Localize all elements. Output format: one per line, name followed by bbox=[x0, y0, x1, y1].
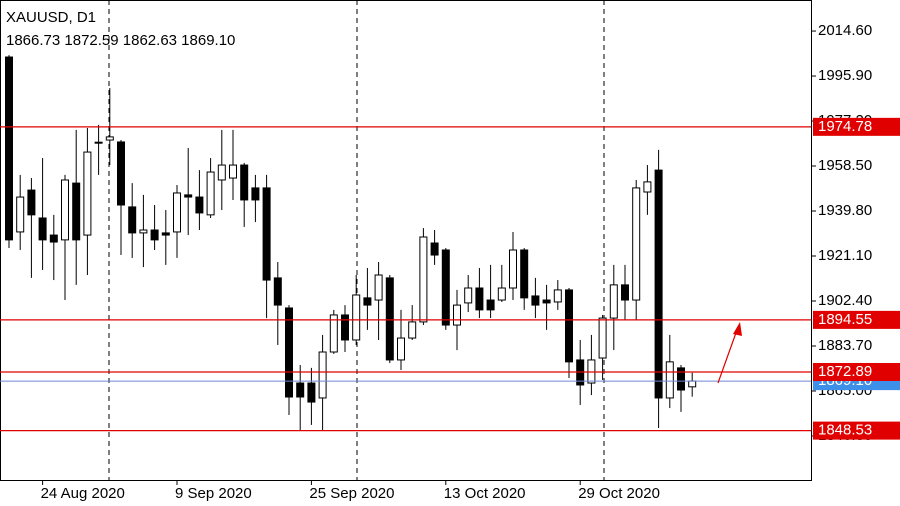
candle-body bbox=[251, 187, 260, 201]
candle-body bbox=[61, 179, 69, 241]
candle-body bbox=[296, 382, 305, 398]
arrow-head bbox=[733, 322, 742, 336]
candle-body bbox=[117, 141, 125, 206]
candle-body bbox=[206, 171, 215, 216]
y-tick-label: 1921.10 bbox=[818, 247, 872, 264]
candle-body bbox=[441, 249, 450, 326]
level-label: 1872.89 bbox=[818, 363, 872, 380]
ohlc-readout: 1866.73 1872.59 1862.63 1869.10 bbox=[6, 32, 235, 49]
candle-body bbox=[273, 277, 282, 306]
x-tick-label: 9 Sep 2020 bbox=[175, 485, 252, 502]
candle-body bbox=[531, 295, 540, 306]
y-tick-label: 2014.60 bbox=[818, 22, 872, 39]
candle-body bbox=[105, 136, 114, 141]
candle-body bbox=[161, 232, 170, 236]
level-tag bbox=[813, 117, 900, 136]
candle-body bbox=[542, 299, 551, 304]
candle-body bbox=[72, 182, 81, 241]
period-separators bbox=[108, 0, 605, 480]
candle-body bbox=[27, 189, 36, 216]
candle-body bbox=[94, 141, 103, 144]
x-tick-label: 13 Oct 2020 bbox=[444, 485, 526, 502]
level-label: 1974.78 bbox=[818, 118, 872, 135]
candle-body bbox=[195, 196, 204, 214]
candle-body bbox=[217, 164, 226, 181]
level-tag bbox=[813, 362, 900, 381]
candle-body bbox=[139, 229, 148, 234]
y-tick-label: 1902.40 bbox=[818, 292, 872, 309]
candle-body bbox=[285, 307, 293, 398]
candle-body bbox=[184, 194, 193, 198]
candle-body bbox=[509, 249, 517, 289]
candle-body bbox=[565, 289, 573, 363]
axis: 2014.601995.901977.201958.501939.801921.… bbox=[41, 22, 900, 502]
y-tick-label: 1939.80 bbox=[818, 202, 872, 219]
candle-body bbox=[318, 351, 327, 399]
plot-border bbox=[0, 0, 812, 481]
candle-body bbox=[240, 164, 249, 201]
candle-body bbox=[262, 187, 271, 281]
candle-body bbox=[363, 297, 372, 306]
y-tick-label: 1958.50 bbox=[818, 157, 872, 174]
candle-body bbox=[453, 304, 461, 326]
level-tag bbox=[813, 421, 900, 440]
candle-body bbox=[229, 164, 237, 179]
level-tag bbox=[813, 310, 900, 329]
candle-body bbox=[374, 274, 383, 301]
plot bbox=[0, 55, 811, 432]
candle-body bbox=[307, 382, 316, 403]
candle-body bbox=[665, 361, 674, 399]
candle-body bbox=[621, 284, 629, 301]
candle-body bbox=[520, 249, 529, 299]
candle-body bbox=[128, 206, 137, 234]
candle-body bbox=[16, 196, 25, 233]
candle-body bbox=[475, 287, 484, 311]
candle-body bbox=[497, 287, 506, 301]
candle-body bbox=[83, 151, 92, 236]
candle-body bbox=[430, 242, 439, 256]
candle-body bbox=[419, 236, 428, 323]
candle-body bbox=[352, 294, 361, 341]
candle-body bbox=[408, 321, 417, 339]
x-tick-label: 24 Aug 2020 bbox=[41, 485, 125, 502]
level-label: 1848.53 bbox=[818, 422, 872, 439]
candle-body bbox=[397, 337, 405, 361]
candle-body bbox=[553, 289, 562, 303]
candle-body bbox=[5, 56, 13, 241]
candle-body bbox=[464, 287, 473, 304]
candle-body bbox=[688, 380, 697, 388]
candle-body bbox=[385, 277, 394, 361]
candle-body bbox=[49, 234, 58, 243]
arrow bbox=[717, 322, 742, 384]
candle-body bbox=[632, 187, 641, 301]
arrow-line bbox=[717, 329, 738, 384]
y-tick-label: 1883.70 bbox=[818, 337, 872, 354]
x-tick-label: 29 Oct 2020 bbox=[578, 485, 660, 502]
level-label: 1894.55 bbox=[818, 311, 872, 328]
candle-body bbox=[643, 181, 652, 193]
candle-body bbox=[173, 192, 181, 233]
candle-body bbox=[38, 217, 47, 241]
chart-title: XAUUSD, D1 bbox=[6, 9, 96, 26]
candle-body bbox=[150, 229, 159, 241]
x-tick-label: 25 Sep 2020 bbox=[309, 485, 394, 502]
y-tick-label: 1995.90 bbox=[818, 67, 872, 84]
candle-body bbox=[486, 299, 495, 311]
candle-body bbox=[677, 367, 685, 391]
candle-body bbox=[654, 169, 663, 399]
candle-body bbox=[329, 314, 338, 353]
candle-body bbox=[598, 317, 607, 359]
candle-body bbox=[609, 284, 618, 319]
candle-body bbox=[341, 314, 349, 341]
